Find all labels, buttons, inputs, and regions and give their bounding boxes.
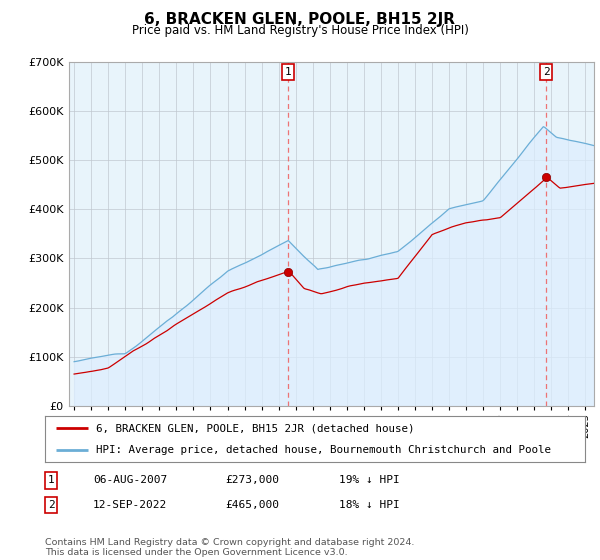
Text: Price paid vs. HM Land Registry's House Price Index (HPI): Price paid vs. HM Land Registry's House …	[131, 24, 469, 37]
Text: 2: 2	[47, 500, 55, 510]
Text: £273,000: £273,000	[225, 475, 279, 486]
Text: 18% ↓ HPI: 18% ↓ HPI	[339, 500, 400, 510]
Text: 6, BRACKEN GLEN, POOLE, BH15 2JR: 6, BRACKEN GLEN, POOLE, BH15 2JR	[145, 12, 455, 27]
Text: Contains HM Land Registry data © Crown copyright and database right 2024.
This d: Contains HM Land Registry data © Crown c…	[45, 538, 415, 557]
Text: 19% ↓ HPI: 19% ↓ HPI	[339, 475, 400, 486]
Text: 06-AUG-2007: 06-AUG-2007	[93, 475, 167, 486]
Text: 1: 1	[47, 475, 55, 486]
Text: £465,000: £465,000	[225, 500, 279, 510]
Text: 6, BRACKEN GLEN, POOLE, BH15 2JR (detached house): 6, BRACKEN GLEN, POOLE, BH15 2JR (detach…	[96, 423, 415, 433]
Text: 12-SEP-2022: 12-SEP-2022	[93, 500, 167, 510]
Text: HPI: Average price, detached house, Bournemouth Christchurch and Poole: HPI: Average price, detached house, Bour…	[96, 445, 551, 455]
Text: 1: 1	[285, 67, 292, 77]
Text: 2: 2	[543, 67, 550, 77]
